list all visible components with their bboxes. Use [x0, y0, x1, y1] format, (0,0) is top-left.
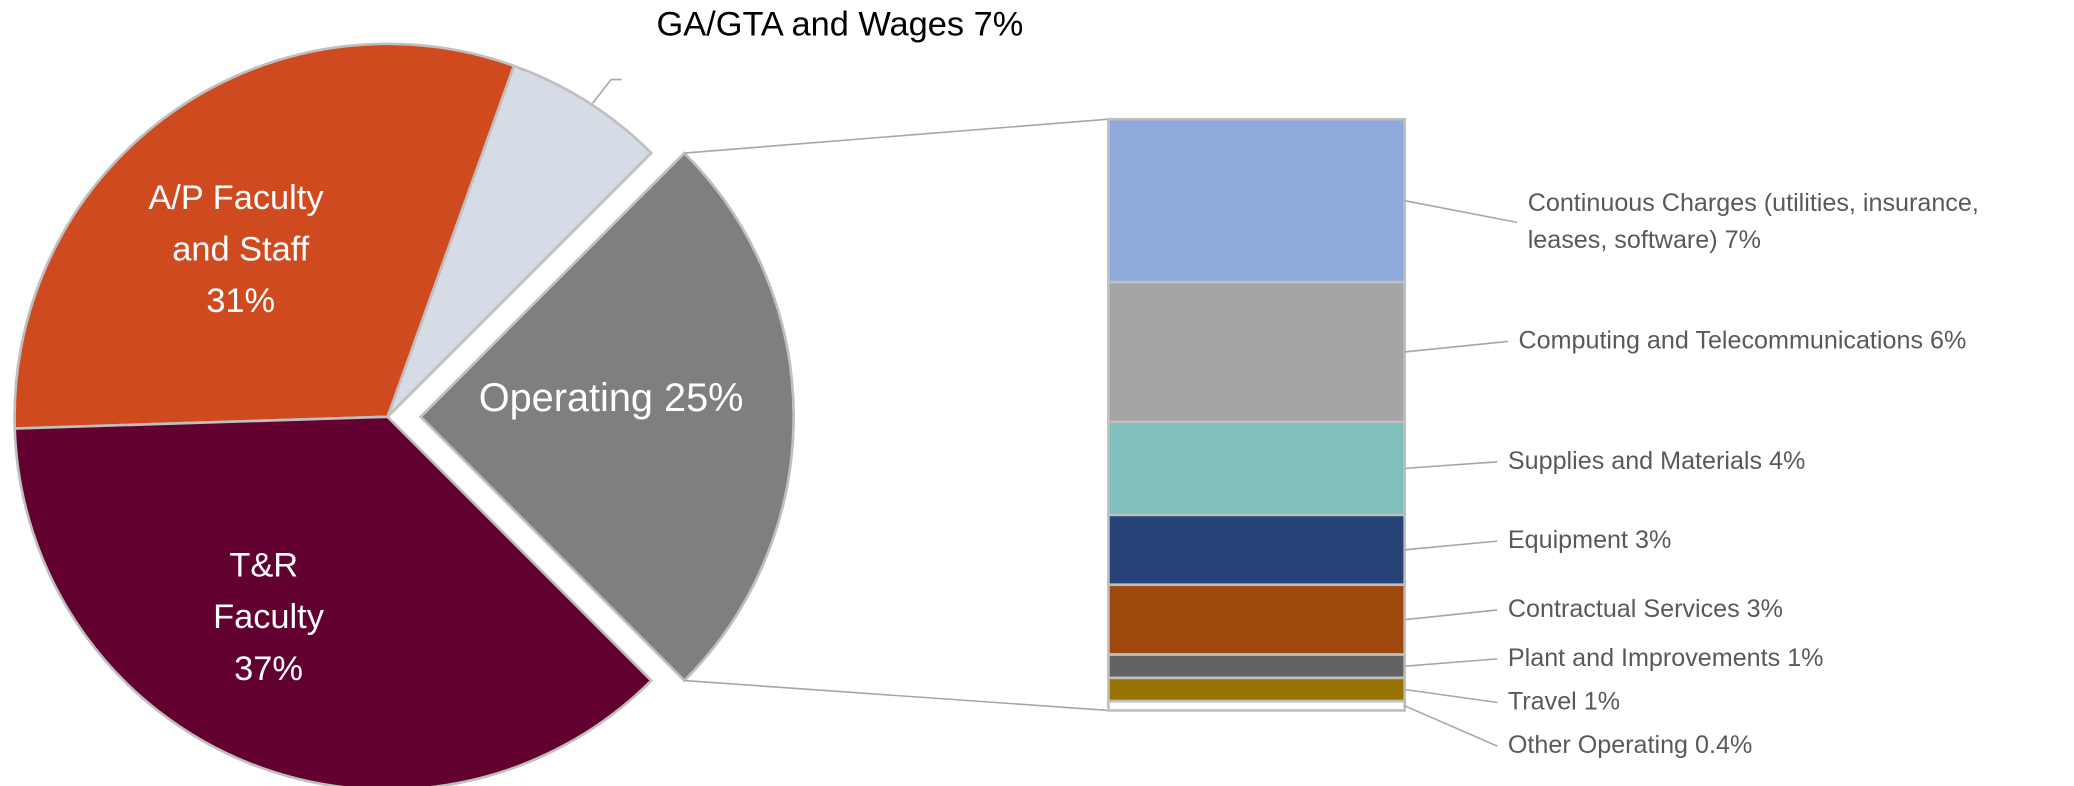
slice-name: Operating: [479, 376, 664, 420]
bar-label: Continuous Charges (utilities, insurance…: [1528, 188, 1986, 253]
bar-label: Other Operating 0.4%: [1508, 731, 1752, 759]
slice-value: 37%: [234, 650, 303, 688]
bar-segment: [1107, 653, 1407, 680]
bar-label: Travel 1%: [1508, 687, 1620, 715]
bar-segment: [1107, 699, 1407, 712]
leader-line: [1404, 658, 1498, 668]
bar-value: 4%: [1769, 446, 1805, 474]
bar-value: 6%: [1930, 326, 1966, 354]
connector: [684, 679, 1109, 712]
slice-label: A/P Faculty and Staff 31%: [148, 179, 333, 320]
bar-name: Supplies and Materials: [1508, 446, 1769, 474]
bar-value: 1%: [1787, 644, 1823, 672]
pie-slice: [418, 151, 795, 683]
bar-name: Continuous Charges (utilities, insurance…: [1528, 188, 1986, 253]
bar-name: Contractual Services: [1508, 595, 1747, 623]
bar-segment: [1107, 676, 1407, 703]
bar-value: 3%: [1635, 526, 1671, 554]
leader-line: [1404, 199, 1518, 224]
bar-segment: [1107, 280, 1407, 424]
slice-name: A/P Faculty and Staff: [148, 179, 333, 269]
slice-label: GA/GTA and Wages 7%: [656, 6, 1023, 44]
leader-line: [1404, 609, 1498, 621]
slice-value: 25%: [664, 376, 743, 420]
slice-value: 31%: [206, 282, 275, 320]
bar-name: Other Operating: [1508, 731, 1695, 759]
bar-segment: [1107, 420, 1407, 517]
pie-slice: [386, 64, 654, 418]
leader-line: [1404, 688, 1498, 704]
connector: [684, 118, 1109, 154]
bar-value: 0.4%: [1695, 731, 1752, 759]
bar-segment: [1107, 513, 1407, 587]
slice-name: T&R Faculty: [213, 547, 325, 637]
slice-name: GA/GTA and Wages: [656, 6, 973, 44]
leader-line: [591, 78, 622, 104]
slice-label: T&R Faculty 37%: [213, 547, 325, 688]
leader-line: [1404, 460, 1498, 470]
bar-name: Equipment: [1508, 526, 1635, 554]
bar-value: 1%: [1584, 687, 1620, 715]
bar-name: Travel: [1508, 687, 1584, 715]
bar-name: Plant and Improvements: [1508, 644, 1787, 672]
bar-segment: [1107, 583, 1407, 656]
bar-label: Equipment 3%: [1508, 526, 1671, 554]
bar-label: Supplies and Materials 4%: [1508, 446, 1806, 474]
bar-name: Computing and Telecommunications: [1518, 326, 1930, 354]
bar-value: 3%: [1747, 595, 1783, 623]
bar-label: Computing and Telecommunications 6%: [1518, 326, 1966, 354]
bar-label: Plant and Improvements 1%: [1508, 644, 1824, 672]
leader-line: [1404, 340, 1508, 353]
leader-line: [1404, 540, 1498, 551]
leader-line: [1404, 705, 1498, 747]
slice-value: 7%: [974, 6, 1024, 44]
slice-label: Operating 25%: [479, 376, 744, 420]
bar-value: 7%: [1725, 226, 1761, 254]
pie-slice: [13, 42, 516, 430]
bar-label: Contractual Services 3%: [1508, 595, 1783, 623]
pie-slice: [13, 415, 654, 786]
bar-segment: [1107, 117, 1407, 284]
